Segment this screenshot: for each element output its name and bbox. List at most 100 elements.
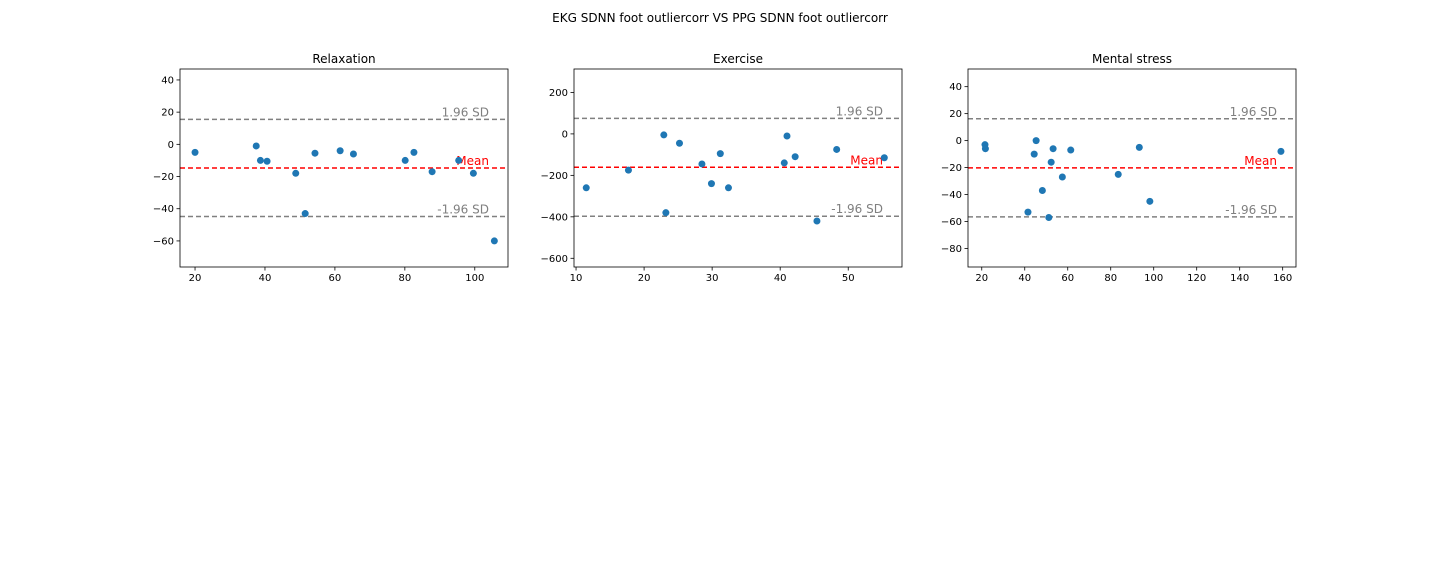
x-tick-label: 60 — [1061, 273, 1074, 284]
lower-sd-label: -1.96 SD — [437, 202, 489, 216]
data-point — [707, 180, 715, 188]
data-point — [1024, 208, 1032, 216]
data-point — [624, 166, 632, 174]
y-tick-label: −40 — [941, 190, 962, 201]
lower-sd-label: -1.96 SD — [831, 202, 883, 216]
x-tick-label: 10 — [570, 273, 583, 284]
data-point — [698, 160, 706, 168]
data-point — [311, 149, 319, 157]
lower-sd-label: -1.96 SD — [1225, 203, 1277, 217]
x-tick-label: 80 — [398, 273, 411, 284]
subplot-title: Mental stress — [1092, 52, 1172, 66]
data-point — [813, 217, 821, 225]
data-point — [783, 132, 791, 140]
y-tick-label: −20 — [941, 163, 962, 174]
y-tick-label: −600 — [541, 254, 568, 265]
y-tick-label: 0 — [168, 140, 174, 151]
y-tick-label: −200 — [541, 171, 568, 182]
data-point — [1146, 197, 1154, 205]
y-tick-label: −40 — [153, 204, 174, 215]
data-point — [675, 139, 683, 147]
figure-title: EKG SDNN foot outliercorr VS PPG SDNN fo… — [552, 11, 888, 25]
y-tick-label: 40 — [949, 82, 962, 93]
y-tick-label: −400 — [541, 212, 568, 223]
x-tick-label: 40 — [259, 273, 272, 284]
data-point — [263, 157, 271, 165]
data-point — [1047, 158, 1055, 166]
data-point — [1277, 147, 1285, 155]
subplot-title: Relaxation — [312, 52, 375, 66]
data-point — [981, 145, 989, 153]
x-tick-label: 40 — [1018, 273, 1031, 284]
data-point — [410, 148, 418, 156]
data-point — [1032, 137, 1040, 145]
y-tick-label: −20 — [153, 172, 174, 183]
axes-frame — [573, 68, 903, 268]
data-point — [1114, 170, 1122, 178]
mean-label: Mean — [456, 154, 489, 168]
upper-sd-label: 1.96 SD — [1230, 105, 1277, 119]
data-point — [191, 148, 199, 156]
data-point — [1038, 187, 1046, 195]
x-tick-label: 80 — [1104, 273, 1117, 284]
y-tick-label: 20 — [161, 108, 174, 119]
data-point — [880, 154, 888, 162]
data-point — [401, 156, 409, 164]
data-point — [336, 147, 344, 155]
y-tick-label: −80 — [941, 244, 962, 255]
y-tick-label: −60 — [941, 217, 962, 228]
data-point — [662, 209, 670, 217]
y-tick-label: −60 — [153, 236, 174, 247]
data-point — [490, 237, 498, 245]
x-tick-label: 30 — [706, 273, 719, 284]
x-tick-label: 40 — [774, 273, 787, 284]
upper-sd-label: 1.96 SD — [442, 105, 489, 119]
data-point — [660, 131, 668, 139]
x-tick-label: 100 — [1144, 273, 1163, 284]
data-point — [1067, 146, 1075, 154]
subplot-exercise: Exercise 1.96 SD Mean -1.96 SD 10 20 30 40 50 200… — [541, 52, 903, 284]
data-point — [301, 210, 309, 218]
data-point — [349, 150, 357, 158]
x-tick-label: 20 — [638, 273, 651, 284]
subplot-relaxation: Relaxation 1.96 SD Mean -1.96 SD 20 40 60 80 100… — [153, 52, 509, 284]
data-point — [256, 156, 264, 164]
data-point — [1030, 150, 1038, 158]
y-tick-label: 0 — [956, 136, 962, 147]
x-tick-label: 60 — [329, 273, 342, 284]
y-tick-label: 20 — [949, 109, 962, 120]
mean-label: Mean — [1244, 154, 1277, 168]
data-point — [791, 153, 799, 161]
data-point — [1058, 173, 1066, 181]
x-tick-label: 50 — [842, 273, 855, 284]
data-point — [1135, 143, 1143, 151]
data-point — [582, 184, 590, 192]
data-point — [724, 184, 732, 192]
y-tick-label: 40 — [161, 75, 174, 86]
data-point — [292, 169, 300, 177]
data-point — [469, 169, 477, 177]
data-point — [833, 145, 841, 153]
mean-label: Mean — [850, 153, 883, 167]
data-point — [1045, 214, 1053, 221]
x-tick-label: 20 — [975, 273, 988, 284]
data-point — [716, 150, 724, 158]
subplot-mental-stress: Mental stress 1.96 SD Mean -1.96 SD 20 40 60 80… — [941, 52, 1297, 284]
y-tick-label: 0 — [562, 129, 568, 140]
axes-frame — [179, 68, 509, 268]
x-tick-label: 120 — [1187, 273, 1206, 284]
data-point — [780, 159, 788, 167]
data-point — [1049, 145, 1057, 153]
x-tick-label: 100 — [465, 273, 484, 284]
x-tick-label: 160 — [1273, 273, 1292, 284]
data-point — [428, 168, 436, 176]
data-point — [455, 156, 463, 164]
data-point — [252, 142, 260, 150]
y-tick-label: 200 — [549, 88, 568, 99]
axes-frame — [967, 68, 1297, 268]
x-tick-label: 20 — [189, 273, 202, 284]
upper-sd-label: 1.96 SD — [836, 104, 883, 118]
x-tick-label: 140 — [1230, 273, 1249, 284]
subplot-title: Exercise — [713, 52, 763, 66]
